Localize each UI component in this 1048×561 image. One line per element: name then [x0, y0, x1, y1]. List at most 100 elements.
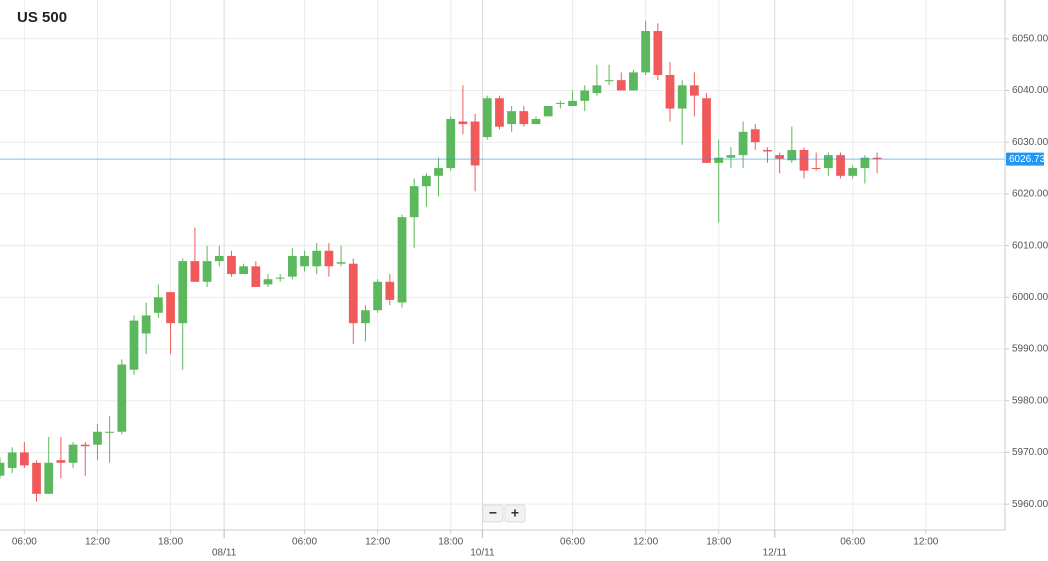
candle-body	[312, 250, 322, 267]
candle-body	[19, 452, 29, 466]
candle-body	[641, 31, 651, 73]
candle-body	[80, 444, 90, 447]
candle-body	[324, 250, 334, 267]
candle-body	[348, 263, 358, 324]
candle-body	[361, 310, 370, 324]
candle-body	[385, 281, 395, 300]
x-tick-label: 12:00	[633, 537, 658, 548]
candles	[0, 20, 882, 502]
y-tick-label: 6010.00	[1012, 240, 1048, 251]
x-tick-label: 06:00	[840, 537, 865, 548]
date-tick-label: 12/11	[763, 548, 788, 559]
y-tick-label: 6030.00	[1012, 137, 1048, 148]
candle-body	[750, 129, 760, 143]
x-tick-label: 06:00	[560, 537, 585, 548]
x-tick-label: 12:00	[365, 537, 390, 548]
candle-body	[592, 85, 602, 94]
candle-body	[251, 266, 261, 287]
candle-body	[653, 31, 663, 75]
y-tick-label: 6040.00	[1012, 85, 1048, 96]
last-price-label: 6026.73	[1009, 154, 1046, 165]
candle-body	[799, 149, 809, 171]
candle-body	[409, 186, 419, 218]
candle-body	[836, 155, 845, 176]
x-tick-label: 12:00	[85, 537, 110, 548]
candle-body	[677, 85, 687, 109]
date-tick-label: 10/11	[470, 548, 495, 559]
candle-body	[373, 281, 383, 311]
candle-body	[336, 262, 346, 264]
y-tick-label: 6050.00	[1012, 33, 1048, 44]
candle-body	[702, 98, 711, 163]
candle-body	[482, 98, 492, 138]
candle-body	[202, 261, 212, 282]
candle-body	[0, 462, 5, 476]
zoom-controls: − +	[482, 504, 526, 523]
candle-body	[117, 364, 127, 432]
y-tick-label: 6000.00	[1012, 292, 1048, 303]
zoom-out-button[interactable]	[482, 504, 504, 523]
y-tick-label: 5980.00	[1012, 395, 1048, 406]
candle-body	[93, 431, 102, 445]
candle-body	[616, 80, 626, 91]
candle-body	[32, 462, 41, 494]
candle-body	[543, 106, 553, 117]
candle-body	[531, 118, 541, 125]
zoom-in-label[interactable]: +	[511, 505, 519, 521]
axes: 5960.00 5970.00 5980.00 5990.00 6000.00 6010.…	[0, 33, 1048, 559]
x-tick-label: 06:00	[292, 537, 317, 548]
candle-body	[275, 277, 285, 279]
candle-body	[848, 168, 858, 176]
x-tick-label: 06:00	[12, 537, 37, 548]
y-tick-label: 5960.00	[1012, 499, 1048, 510]
candle-body	[178, 261, 188, 324]
candle-body	[263, 279, 273, 285]
candle-body	[44, 462, 54, 494]
candle-body	[153, 297, 163, 313]
candle-body	[105, 431, 115, 433]
candle-body	[555, 102, 565, 104]
x-tick-label: 18:00	[706, 537, 731, 548]
candle-body	[787, 149, 797, 161]
y-tick-label: 6020.00	[1012, 189, 1048, 200]
candle-body	[823, 155, 833, 169]
date-tick-label: 08/11	[212, 548, 237, 559]
candle-body	[580, 90, 590, 101]
last-price-box	[1006, 152, 1044, 166]
candle-body	[446, 118, 456, 169]
candle-body	[629, 72, 638, 91]
candle-body	[190, 261, 200, 282]
candle-body	[239, 266, 249, 275]
candle-body	[604, 80, 614, 82]
candle-body	[763, 149, 772, 152]
candle-body	[689, 85, 699, 96]
zoom-in-button[interactable]	[504, 504, 526, 523]
chart-title: US 500	[17, 9, 67, 26]
candle-body	[214, 255, 224, 262]
candle-body	[227, 255, 236, 275]
candle-body	[726, 155, 736, 158]
candle-body	[300, 255, 309, 267]
candle-body	[166, 292, 175, 324]
candle-body	[507, 111, 517, 125]
candle-body	[811, 168, 821, 170]
zoom-out-label[interactable]: −	[489, 505, 497, 521]
candle-body	[470, 121, 480, 166]
candle-body	[738, 131, 748, 156]
candle-body	[56, 460, 66, 463]
y-tick-label: 5990.00	[1012, 344, 1048, 355]
candle-body	[495, 98, 504, 127]
x-tick-label: 18:00	[438, 537, 463, 548]
x-tick-label: 18:00	[158, 537, 183, 548]
candle-body	[519, 111, 529, 125]
candle-body	[775, 155, 785, 159]
candle-body	[141, 315, 151, 334]
candle-body	[860, 157, 870, 169]
candle-body	[872, 157, 882, 160]
candle-body	[665, 74, 675, 109]
candle-body	[714, 157, 724, 163]
candle-body	[397, 217, 407, 303]
candle-body	[458, 121, 468, 125]
y-tick-label: 5970.00	[1012, 447, 1048, 458]
